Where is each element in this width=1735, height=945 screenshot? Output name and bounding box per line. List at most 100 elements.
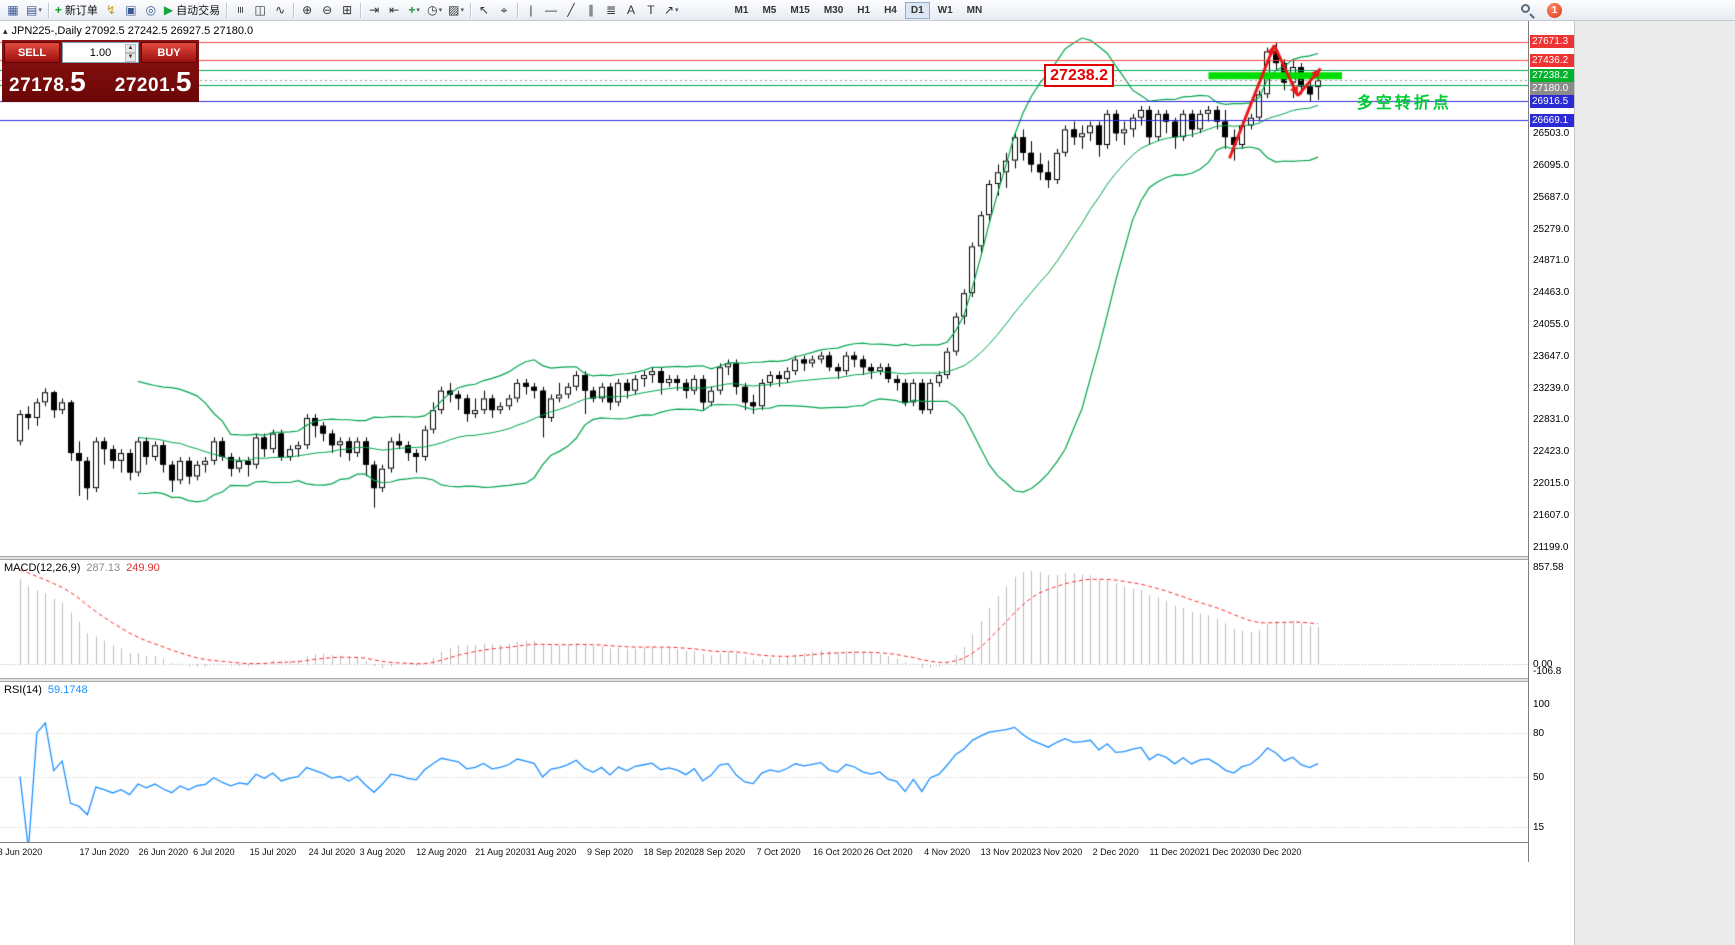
right-panel: [1574, 21, 1735, 945]
price-level-tag: 27671.3: [1530, 35, 1574, 49]
rsi-tick-label: 80: [1533, 727, 1545, 739]
date-label: 11 Dec 2020: [1149, 847, 1200, 857]
timeframe-mn[interactable]: MN: [966, 4, 983, 16]
new-chart-button[interactable]: ▦: [3, 1, 23, 19]
timeframe-m15[interactable]: M15: [790, 4, 810, 16]
search-icon[interactable]: [1520, 3, 1535, 19]
arrows-tool-button[interactable]: ↗ ▾: [661, 1, 682, 19]
rsi-indicator-label: RSI(14) 59.1748: [4, 684, 88, 696]
timeframe-m5[interactable]: M5: [762, 4, 777, 16]
templates-icon: ▨: [448, 3, 460, 17]
date-label: 2 Dec 2020: [1092, 847, 1139, 857]
equidistant-channel-icon: ∥: [587, 3, 594, 17]
date-label: 16 Oct 2020: [813, 847, 863, 857]
bottom-filler: [0, 862, 1574, 945]
volume-input[interactable]: 1.00 ▲ ▼: [62, 42, 139, 63]
indicators-button[interactable]: + ▾: [404, 1, 424, 19]
toolbar-separator: [47, 2, 49, 18]
line-chart-button[interactable]: ∿: [270, 1, 290, 19]
macd-name: MACD(12,26,9): [4, 562, 81, 574]
one-click-toggle-icon[interactable]: ▴: [3, 25, 8, 36]
zoom-out-button[interactable]: ⊖: [317, 1, 337, 19]
autotrading-button[interactable]: ▶ 自动交易: [161, 1, 223, 19]
text-label-icon: T: [647, 3, 655, 17]
vertical-line-button[interactable]: |: [521, 1, 541, 19]
sell-button[interactable]: SELL: [4, 42, 60, 63]
tile-windows-button[interactable]: ⊞: [337, 1, 357, 19]
autotrading-label: 自动交易: [176, 5, 221, 17]
date-label: 9 Sep 2020: [586, 847, 634, 857]
terminal-icon: ▣: [125, 3, 137, 17]
chart-shift-icon: ⇤: [389, 3, 400, 17]
volume-spinner: ▲ ▼: [125, 43, 137, 62]
periods-button[interactable]: ◷ ▾: [424, 1, 445, 19]
price-chart-canvas[interactable]: [0, 21, 1528, 556]
volume-up-icon[interactable]: ▲: [125, 43, 136, 53]
macd-value: 287.13: [86, 562, 121, 574]
auto-scroll-button[interactable]: ⇥: [364, 1, 384, 19]
candlestick-chart-icon: ◫: [254, 3, 266, 17]
cursor-icon: ↖: [478, 3, 489, 17]
date-label: 13 Nov 2020: [980, 847, 1032, 857]
macd-canvas[interactable]: [0, 560, 1528, 678]
text-label-button[interactable]: T: [641, 1, 661, 19]
price-tick-label: 21199.0: [1533, 541, 1569, 553]
date-label: 24 Jul 2020: [308, 847, 356, 857]
symbol-ohlc-text: JPN225-,Daily 27092.5 27242.5 26927.5 27…: [11, 25, 254, 37]
timeframe-m30[interactable]: M30: [823, 4, 844, 16]
timeframe-h4[interactable]: H4: [884, 4, 897, 16]
price-tick-label: 23647.0: [1533, 350, 1570, 362]
metaeditor-button[interactable]: ↯: [101, 1, 121, 19]
sell-price: 27178.5: [9, 66, 87, 97]
toolbar-right: 1: [1520, 2, 1732, 19]
timeframe-h1[interactable]: H1: [857, 4, 871, 16]
templates-button[interactable]: ▨ ▾: [445, 1, 467, 19]
volume-value: 1.00: [89, 46, 112, 59]
rsi-splitter[interactable]: [0, 678, 1574, 682]
cursor-button[interactable]: ↖: [474, 1, 494, 19]
macd-splitter[interactable]: [0, 556, 1574, 560]
text-button[interactable]: A: [621, 1, 641, 19]
volume-down-icon[interactable]: ▼: [125, 52, 136, 62]
notification-badge[interactable]: 1: [1547, 2, 1562, 18]
new-order-button[interactable]: + 新订单: [52, 1, 101, 19]
price-tick-label: 24463.0: [1533, 287, 1570, 299]
timeframe-m1[interactable]: M1: [734, 4, 749, 16]
price-level-tag: 27238.2: [1530, 69, 1574, 83]
date-label: 21 Aug 2020: [475, 847, 526, 857]
toolbar-groups: ▦ ▤ ▾ + 新订单 ↯ ▣ ◎ ▶ 自动交易 ≡ ◫ ∿ ⊕ ⊖ ⊞ ⇥ ⇤ + ▾ ◷ ▾ ▨ ▾ ↖ ⌖ | — ╱ ∥ ≣ A T ↗ ▾: [3, 1, 682, 19]
caret-down-icon: ▾: [675, 7, 679, 14]
profiles-button[interactable]: ▤ ▾: [23, 1, 45, 19]
indicators-icon: +: [408, 3, 416, 17]
macd-tick-label: 0.00: [1533, 659, 1553, 671]
bar-chart-button[interactable]: ≡: [230, 1, 250, 19]
buy-price: 27201.5: [114, 66, 192, 97]
caret-down-icon: ▾: [416, 7, 420, 14]
timeframe-w1[interactable]: W1: [937, 4, 953, 16]
candlestick-chart-button[interactable]: ◫: [250, 1, 270, 19]
periods-icon: ◷: [427, 3, 438, 17]
one-click-trading-panel: SELL 1.00 ▲ ▼ BUY 27178.5 27201.5: [2, 40, 199, 102]
price-level-tag: 27180.0: [1530, 82, 1574, 96]
timeframe-buttons: M1 M5 M15 M30 H1 H4 D1 W1 MN: [728, 1, 990, 19]
buy-button[interactable]: BUY: [141, 42, 197, 63]
strategy-tester-button[interactable]: ◎: [141, 1, 161, 19]
bar-chart-icon: ≡: [233, 6, 248, 14]
chart-shift-button[interactable]: ⇤: [384, 1, 404, 19]
horizontal-line-button[interactable]: —: [541, 1, 561, 19]
fibonacci-button[interactable]: ≣: [601, 1, 621, 19]
price-tick-label: 22015.0: [1533, 478, 1570, 490]
timeframe-d1[interactable]: D1: [904, 1, 930, 19]
date-label: 3 Jun 2020: [0, 847, 43, 857]
toolbar-separator: [293, 2, 295, 18]
date-label: 30 Dec 2020: [1250, 847, 1302, 857]
toolbar-separator: [516, 2, 518, 18]
crosshair-button[interactable]: ⌖: [494, 1, 514, 19]
terminal-button[interactable]: ▣: [121, 1, 141, 19]
trendline-button[interactable]: ╱: [561, 1, 581, 19]
equidistant-channel-button[interactable]: ∥: [581, 1, 601, 19]
date-label: 12 Aug 2020: [416, 847, 467, 857]
rsi-canvas[interactable]: [0, 682, 1528, 842]
auto-scroll-icon: ⇥: [369, 3, 380, 17]
zoom-in-button[interactable]: ⊕: [297, 1, 317, 19]
